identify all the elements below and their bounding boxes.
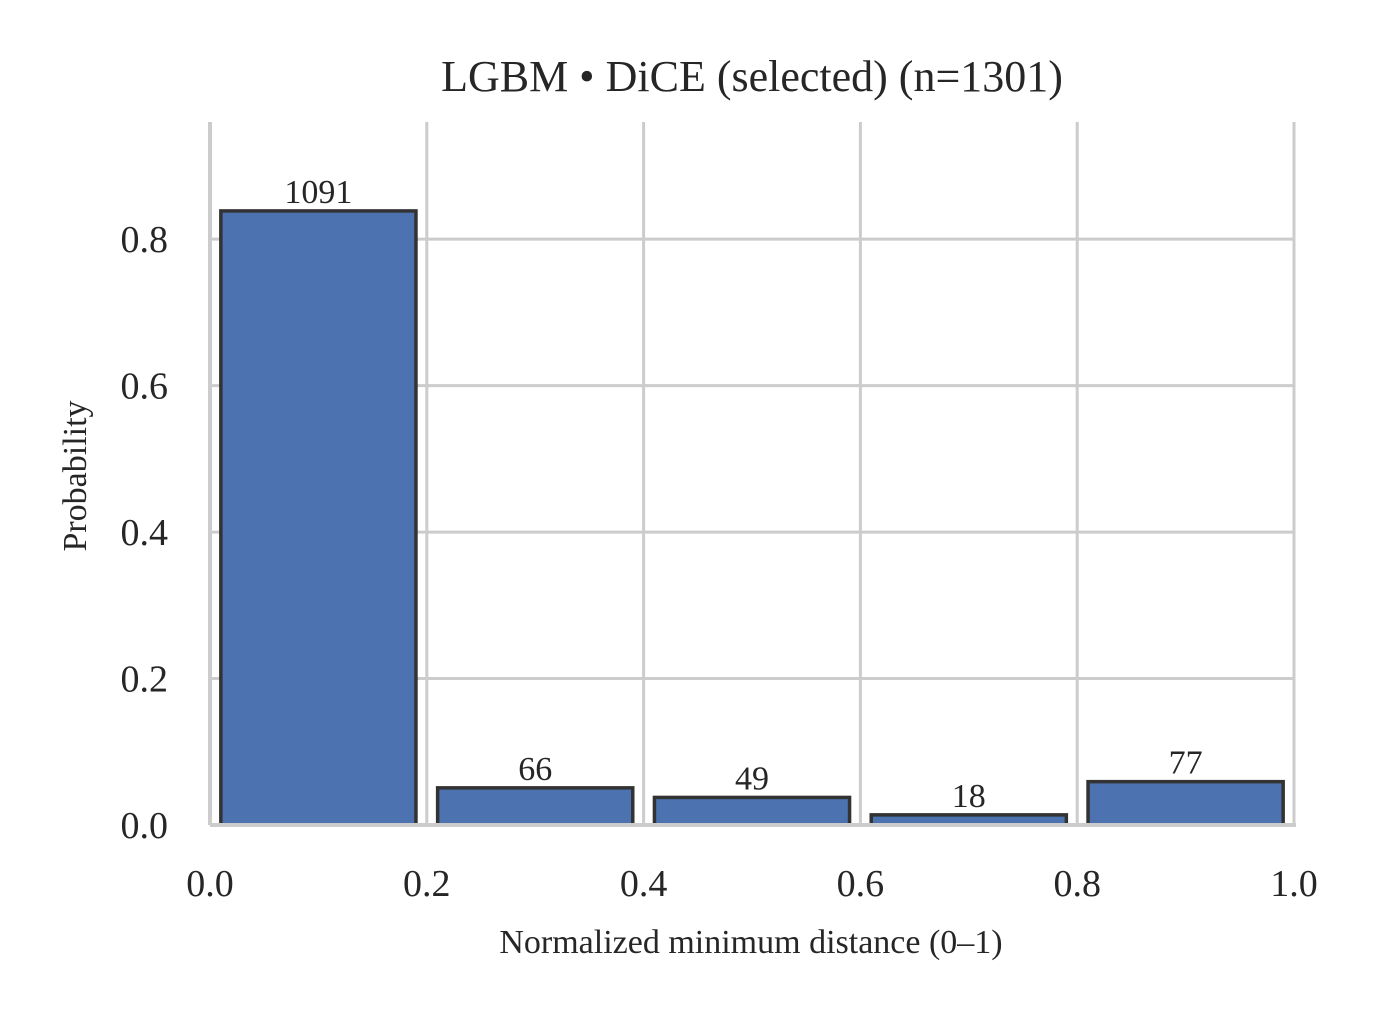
- x-tick-label: 0.0: [186, 863, 234, 905]
- bar-count-label: 77: [1169, 745, 1203, 782]
- x-tick-label: 0.2: [403, 863, 451, 905]
- bars: [219, 209, 1285, 827]
- y-tick-label: 0.0: [121, 805, 169, 847]
- x-tick-label: 1.0: [1270, 863, 1318, 905]
- y-axis-label: Probability: [57, 400, 94, 551]
- axes: [208, 122, 1296, 827]
- y-tick-label: 0.4: [121, 512, 169, 554]
- histogram-bar: [219, 209, 418, 827]
- bar-count-label: 18: [952, 778, 986, 815]
- tick-labels: 0.0 0.2 0.4 0.6 0.8 1.0 0.0 0.2 0.4 0.6 0.8: [121, 219, 1318, 905]
- histogram-bar: [435, 786, 635, 827]
- bar-count-label: 49: [735, 760, 769, 797]
- y-tick-label: 0.8: [121, 219, 169, 261]
- x-tick-label: 0.6: [837, 863, 885, 905]
- chart-title: LGBM • DiCE (selected) (n=1301): [441, 52, 1063, 101]
- x-tick-label: 0.4: [620, 863, 668, 905]
- x-tick-label: 0.8: [1053, 863, 1101, 905]
- bar-count-labels: 1091 66 49 18 77: [284, 174, 1202, 815]
- bar-count-label: 1091: [284, 174, 352, 211]
- histogram-bar: [652, 795, 852, 827]
- y-tick-label: 0.6: [121, 366, 169, 408]
- x-axis-label: Normalized minimum distance (0–1): [499, 924, 1002, 961]
- bar-count-label: 66: [518, 751, 552, 788]
- histogram-bar: [1086, 779, 1285, 827]
- y-tick-label: 0.2: [121, 659, 169, 701]
